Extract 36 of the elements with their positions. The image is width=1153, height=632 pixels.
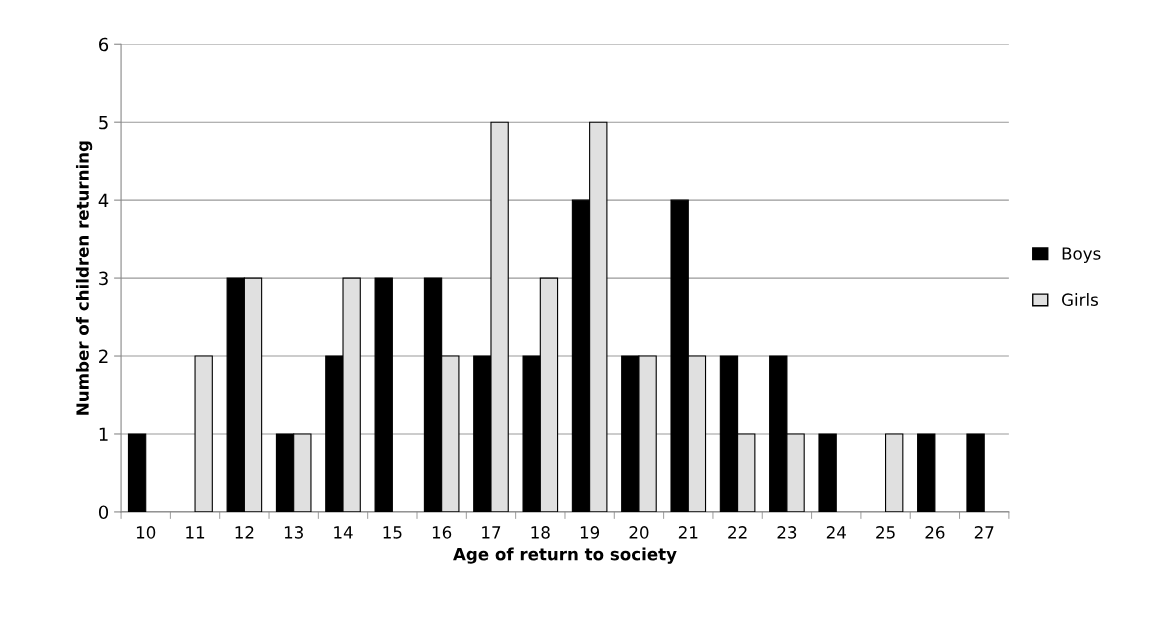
y-tick-label: 6 bbox=[99, 37, 109, 52]
x-tick-label: 12 bbox=[235, 526, 254, 539]
bar bbox=[127, 433, 147, 512]
legend-label: Boys bbox=[1062, 247, 1101, 264]
y-tick-label: 5 bbox=[99, 115, 108, 130]
x-tick-label: 22 bbox=[728, 526, 747, 539]
x-tick-label: 26 bbox=[925, 526, 945, 539]
x-tick-label: 27 bbox=[974, 526, 994, 539]
x-tick-label: 13 bbox=[284, 526, 303, 539]
x-tick-label: 21 bbox=[678, 526, 698, 539]
x-tick-label: 15 bbox=[383, 526, 402, 539]
x-tick-label: 14 bbox=[334, 526, 353, 539]
y-tick-label: 4 bbox=[98, 193, 109, 207]
legend-label: Girls bbox=[1062, 293, 1098, 306]
y-tick-label: 3 bbox=[99, 271, 108, 286]
bar bbox=[917, 433, 936, 512]
x-tick-label: 16 bbox=[432, 526, 452, 539]
x-axis-title: Age of return to society bbox=[453, 547, 677, 564]
x-tick-label: 11 bbox=[186, 526, 205, 539]
x-tick-label: 25 bbox=[876, 526, 895, 539]
x-tick-label: 20 bbox=[629, 526, 649, 539]
x-tick-label: 18 bbox=[531, 526, 550, 539]
bar bbox=[966, 433, 985, 512]
x-tick-label: 24 bbox=[826, 526, 846, 539]
x-tick-label: 19 bbox=[580, 526, 600, 539]
bar bbox=[374, 277, 393, 512]
x-tick-label: 17 bbox=[482, 526, 501, 539]
x-tick-label: 10 bbox=[136, 526, 156, 539]
y-axis-title: Number of children returning bbox=[75, 141, 93, 415]
y-tick-label: 1 bbox=[99, 427, 108, 441]
y-tick-label: 2 bbox=[99, 349, 108, 363]
bar bbox=[885, 433, 904, 512]
bar bbox=[194, 355, 213, 512]
x-tick-label: 23 bbox=[777, 526, 797, 539]
y-tick-label: 0 bbox=[98, 505, 109, 520]
bar bbox=[818, 433, 837, 512]
